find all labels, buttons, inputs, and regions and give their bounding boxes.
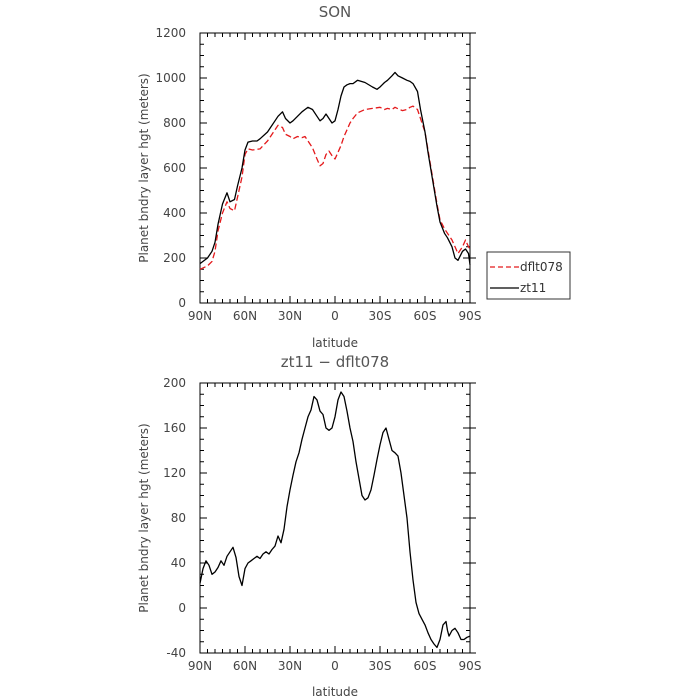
top-legend-box <box>486 251 571 300</box>
bottom-y-tick-label: 0 <box>178 601 186 615</box>
bottom-x-tick-label: 30S <box>369 659 392 673</box>
top-chart-title: SON <box>319 3 352 21</box>
top-y-tick-label: 800 <box>163 116 186 130</box>
bottom-x-axis-label: latitude <box>312 685 358 699</box>
bottom-y-tick-label: -40 <box>166 646 186 660</box>
top-x-tick-label: 90S <box>459 309 482 323</box>
bottom-x-tick-label: 90S <box>459 659 482 673</box>
top-series-line-dflt078 <box>199 105 471 270</box>
top-x-tick-label: 30N <box>278 309 302 323</box>
top-x-tick-label: 60N <box>233 309 257 323</box>
top-y-axis-label: Planet bndry layer hgt (meters) <box>137 73 151 263</box>
top-x-axis-label: latitude <box>312 336 358 350</box>
bottom-series-line-difference <box>199 391 471 649</box>
bottom-x-tick-label: 90N <box>188 659 212 673</box>
top-plot-frame <box>199 32 471 304</box>
bottom-y-axis-label: Planet bndry layer hgt (meters) <box>137 423 151 613</box>
bottom-plot-frame <box>199 382 471 654</box>
legend-label-dflt078: dflt078 <box>520 260 563 274</box>
bottom-x-tick-label: 30N <box>278 659 302 673</box>
top-y-tick-label: 1200 <box>155 26 186 40</box>
bottom-y-tick-label: 40 <box>171 556 186 570</box>
bottom-y-tick-label: 160 <box>163 421 186 435</box>
bottom-x-tick-label: 60S <box>414 659 437 673</box>
top-x-tick-label: 60S <box>414 309 437 323</box>
top-x-tick-label: 0 <box>331 309 339 323</box>
bottom-y-tick-label: 200 <box>163 376 186 390</box>
bottom-y-tick-label: 80 <box>171 511 186 525</box>
top-x-tick-label: 90N <box>188 309 212 323</box>
top-y-tick-label: 200 <box>163 251 186 265</box>
top-y-tick-label: 0 <box>178 296 186 310</box>
top-y-tick-label: 400 <box>163 206 186 220</box>
top-y-tick-label: 1000 <box>155 71 186 85</box>
bottom-panel: zt11 − dflt078 Planet bndry layer hgt (m… <box>137 353 481 699</box>
top-x-tick-label: 30S <box>369 309 392 323</box>
bottom-x-tick-label: 0 <box>331 659 339 673</box>
top-series-line-zt11 <box>199 71 471 265</box>
bottom-x-tick-label: 60N <box>233 659 257 673</box>
top-legend: dflt078 zt11 <box>486 251 571 300</box>
legend-label-zt11: zt11 <box>520 281 546 295</box>
bottom-chart-title: zt11 − dflt078 <box>281 353 389 371</box>
bottom-y-tick-label: 120 <box>163 466 186 480</box>
top-y-tick-label: 600 <box>163 161 186 175</box>
top-panel: SON Planet bndry layer hgt (meters) lati… <box>137 3 571 350</box>
